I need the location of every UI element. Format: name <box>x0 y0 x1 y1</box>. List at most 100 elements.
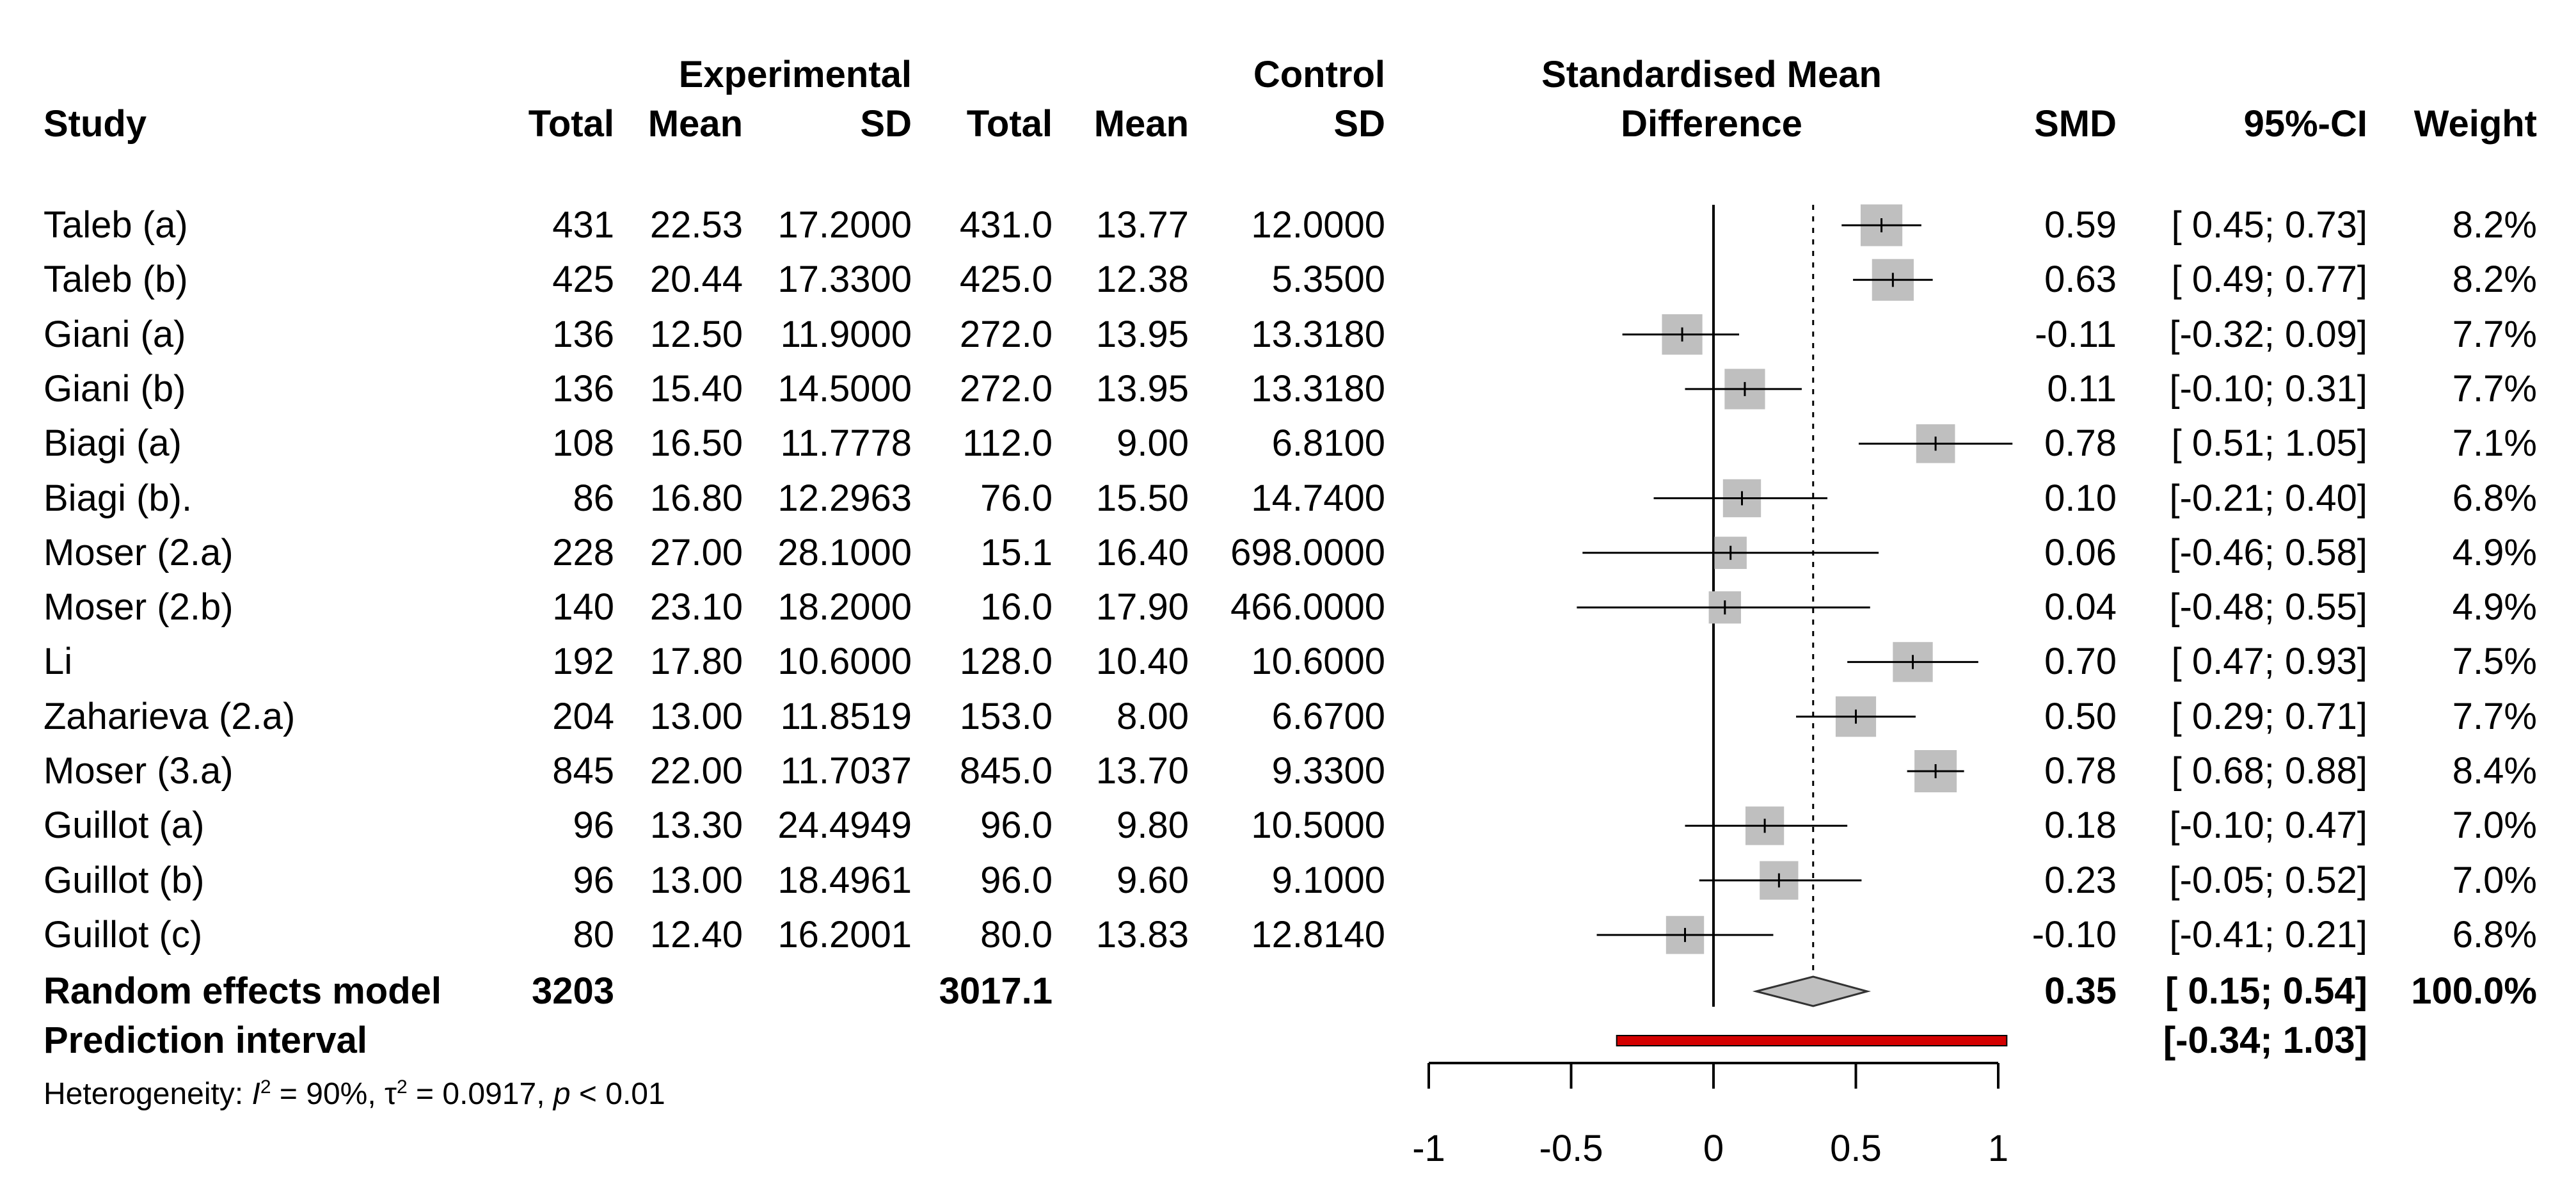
e-mean: 16.80 <box>649 477 743 519</box>
ci-value: [-0.41; 0.21] <box>2169 913 2367 956</box>
c-total: 15.1 <box>980 531 1053 573</box>
c-mean: 13.95 <box>1095 367 1189 410</box>
heterogeneity-prefix: Heterogeneity: <box>44 1077 252 1111</box>
heterogeneity-i2-value: = 90%, <box>271 1077 385 1111</box>
e-sd: 10.6000 <box>777 641 912 683</box>
e-total: 136 <box>552 367 614 410</box>
weight-value: 8.4% <box>2452 750 2537 792</box>
study-name: Giani (a) <box>44 313 186 355</box>
e-total: 86 <box>573 477 614 519</box>
c-total: 845.0 <box>959 750 1053 792</box>
c-total: 76.0 <box>980 477 1053 519</box>
superscript-2: 2 <box>260 1076 271 1098</box>
header-e-total: Total <box>528 103 614 145</box>
smd-value: 0.10 <box>2044 477 2117 519</box>
e-mean: 16.50 <box>649 422 743 465</box>
smd-value: 0.18 <box>2044 804 2117 847</box>
c-total: 431.0 <box>959 204 1053 246</box>
header-e-sd: SD <box>860 103 912 145</box>
c-mean: 15.50 <box>1095 477 1189 519</box>
e-mean: 22.00 <box>649 750 743 792</box>
e-sd: 11.7037 <box>780 750 912 792</box>
c-sd: 13.3180 <box>1251 367 1385 410</box>
header-experimental: Experimental <box>678 54 912 95</box>
ci-value: [ 0.68; 0.88] <box>2171 750 2367 792</box>
e-sd: 14.5000 <box>777 367 912 410</box>
e-sd: 18.2000 <box>777 586 912 628</box>
smd-value: 0.50 <box>2044 695 2117 737</box>
smd-value: 0.78 <box>2044 750 2117 792</box>
weight-value: 4.9% <box>2452 531 2537 573</box>
c-total: 425.0 <box>959 259 1053 301</box>
c-mean: 9.00 <box>1117 422 1189 465</box>
study-name: Giani (b) <box>44 367 186 410</box>
study-name: Moser (2.b) <box>44 586 234 628</box>
ci-value: [-0.48; 0.55] <box>2169 586 2367 628</box>
weight-value: 6.8% <box>2452 913 2537 956</box>
e-total: 140 <box>552 586 614 628</box>
heterogeneity-tau2-value: = 0.0917, <box>407 1077 553 1111</box>
re-ci: [ 0.15; 0.54] <box>2165 970 2367 1012</box>
header-study: Study <box>44 103 147 145</box>
e-mean: 12.50 <box>649 313 743 355</box>
e-total: 425 <box>552 259 614 301</box>
e-sd: 17.3300 <box>777 259 912 301</box>
c-sd: 5.3500 <box>1271 259 1385 301</box>
ci-value: [-0.10; 0.31] <box>2169 367 2367 410</box>
e-mean: 13.00 <box>649 695 743 737</box>
study-name: Guillot (c) <box>44 913 203 956</box>
prediction-interval-bar <box>1616 1035 2008 1046</box>
study-name: Zaharieva (2.a) <box>44 695 296 737</box>
study-name: Biagi (b). <box>44 477 193 519</box>
e-total: 431 <box>552 204 614 246</box>
c-total: 272.0 <box>959 313 1053 355</box>
superscript-2: 2 <box>396 1076 408 1098</box>
c-sd: 9.1000 <box>1271 859 1385 901</box>
smd-value: 0.11 <box>2047 367 2117 410</box>
x-tick-label: -0.5 <box>1539 1128 1603 1169</box>
weight-value: 7.7% <box>2452 367 2537 410</box>
e-sd: 17.2000 <box>777 204 912 246</box>
e-sd: 28.1000 <box>777 531 912 573</box>
weight-value: 8.2% <box>2452 204 2537 246</box>
e-sd: 11.9000 <box>780 313 912 355</box>
smd-value: 0.70 <box>2044 641 2117 683</box>
e-total: 80 <box>573 913 614 956</box>
study-name: Guillot (a) <box>44 804 205 847</box>
e-sd: 12.2963 <box>777 477 912 519</box>
heterogeneity-tau2-symbol: τ <box>385 1077 397 1111</box>
header-weight: Weight <box>2413 103 2537 145</box>
smd-value: 0.23 <box>2044 859 2117 901</box>
c-sd: 698.0000 <box>1230 531 1385 573</box>
e-mean: 20.44 <box>649 259 743 301</box>
weight-value: 7.1% <box>2452 422 2537 465</box>
e-sd: 11.7778 <box>780 422 912 465</box>
c-mean: 12.38 <box>1095 259 1189 301</box>
e-total: 192 <box>552 641 614 683</box>
e-total: 204 <box>552 695 614 737</box>
ci-value: [ 0.51; 1.05] <box>2171 422 2367 465</box>
smd-value: -0.11 <box>2035 313 2117 355</box>
x-tick-label: -1 <box>1412 1128 1445 1169</box>
weight-value: 6.8% <box>2452 477 2537 519</box>
e-total: 108 <box>552 422 614 465</box>
c-sd: 9.3300 <box>1271 750 1385 792</box>
pi-ci: [-0.34; 1.03] <box>2163 1020 2367 1061</box>
e-sd: 18.4961 <box>777 859 912 901</box>
x-tick-label: 0 <box>1703 1128 1724 1169</box>
weight-value: 7.7% <box>2452 313 2537 355</box>
header-smd-title-2: Difference <box>1621 103 1802 145</box>
c-sd: 12.8140 <box>1251 913 1385 956</box>
e-sd: 11.8519 <box>780 695 912 737</box>
header-ci: 95%-CI <box>2243 103 2367 145</box>
heterogeneity-i2-symbol: I <box>251 1077 260 1111</box>
x-tick-label: 0.5 <box>1830 1128 1882 1169</box>
study-name: Biagi (a) <box>44 422 182 465</box>
weight-value: 7.5% <box>2452 641 2537 683</box>
e-mean: 12.40 <box>649 913 743 956</box>
c-mean: 17.90 <box>1095 586 1189 628</box>
e-total: 228 <box>552 531 614 573</box>
smd-value: -0.10 <box>2031 913 2117 956</box>
smd-value: 0.59 <box>2044 204 2117 246</box>
e-mean: 27.00 <box>649 531 743 573</box>
